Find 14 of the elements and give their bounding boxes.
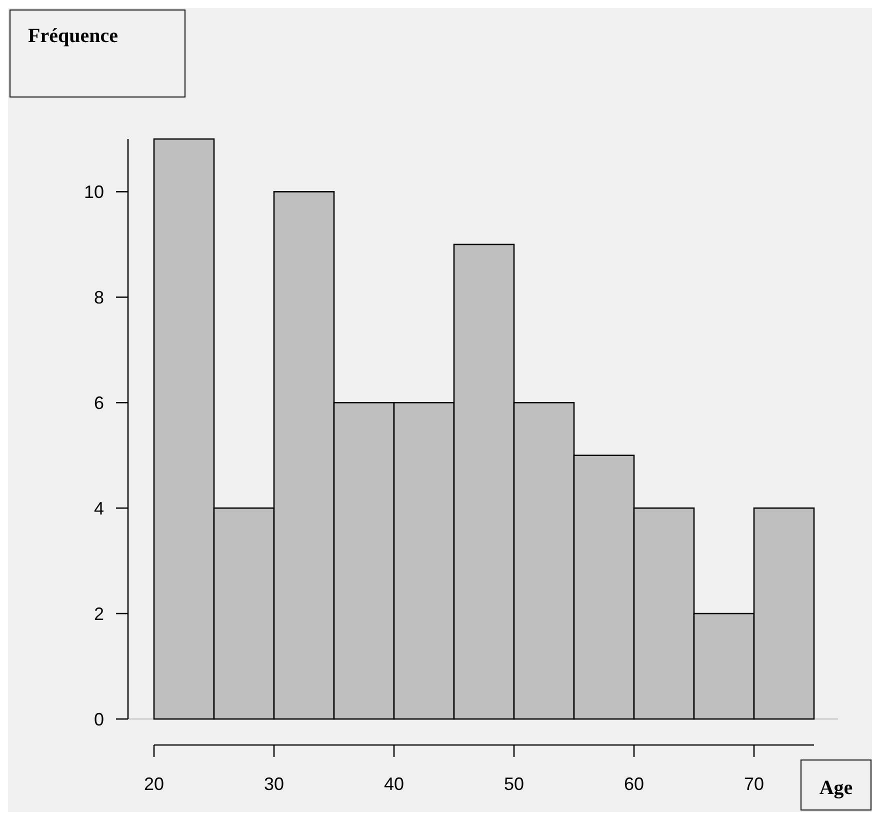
y-tick-label: 2	[94, 604, 104, 624]
y-tick-label: 0	[94, 709, 104, 730]
x-tick-label: 60	[624, 774, 644, 794]
x-tick-label: 70	[744, 774, 764, 794]
y-tick-label: 6	[94, 392, 104, 413]
y-tick-label: 10	[84, 182, 104, 202]
x-tick-label: 30	[264, 774, 284, 794]
x-tick-label: 40	[384, 774, 404, 794]
y-tick-label: 4	[94, 498, 104, 518]
x-axis-title: Age	[819, 777, 853, 799]
y-axis-title: Fréquence	[28, 25, 118, 47]
x-tick-label: 20	[144, 774, 164, 794]
x-tick-label: 50	[504, 774, 524, 794]
y-tick-label: 8	[94, 287, 104, 308]
